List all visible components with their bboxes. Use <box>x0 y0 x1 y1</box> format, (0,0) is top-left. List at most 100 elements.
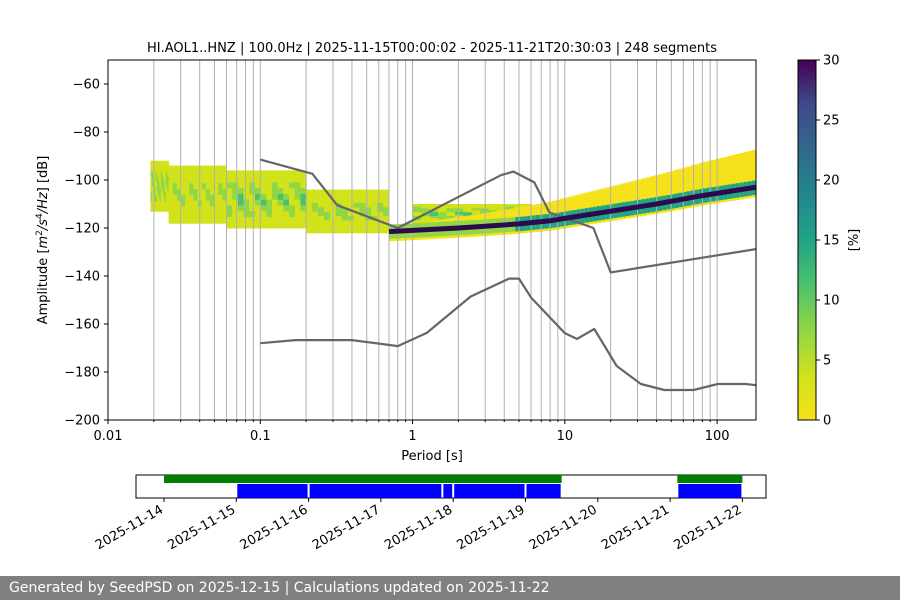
density-cell <box>283 170 290 177</box>
density-cell <box>633 180 639 218</box>
density-cell <box>163 170 166 177</box>
density-cell <box>201 171 207 178</box>
density-cell <box>151 160 154 167</box>
density-cell <box>166 180 168 187</box>
density-cell <box>289 204 296 212</box>
footer: Generated by SeedPSD on 2025-12-15 | Cal… <box>0 576 900 600</box>
density-cell <box>347 224 354 229</box>
density-cell <box>383 206 390 212</box>
density-cell <box>429 209 439 213</box>
density-cell <box>181 194 186 201</box>
density-cell <box>437 205 447 209</box>
density-cell <box>463 204 473 207</box>
density-cell <box>232 210 239 217</box>
density-cell <box>260 222 267 229</box>
density-cell <box>209 200 215 207</box>
density-cell <box>463 205 473 209</box>
density-cell <box>189 205 194 213</box>
density-cell <box>317 198 325 204</box>
y-tick-label: −100 <box>64 174 100 189</box>
density-cell <box>232 176 239 183</box>
density-cell <box>277 176 284 183</box>
density-cell <box>347 198 354 204</box>
density-cell <box>617 184 622 220</box>
density-cell <box>232 170 239 177</box>
density-cell <box>412 204 422 207</box>
density-cell <box>260 181 267 189</box>
x-tick-label: 100 <box>705 429 730 444</box>
density-cell <box>300 204 307 212</box>
density-cell <box>160 160 163 167</box>
density-cell <box>154 165 157 172</box>
density-cell <box>214 205 219 213</box>
density-cell <box>731 154 737 201</box>
density-cell <box>172 217 178 224</box>
density-cell <box>209 194 215 201</box>
density-cell <box>421 217 430 220</box>
density-cell <box>353 202 360 208</box>
density-cell <box>167 170 170 177</box>
density-cell <box>226 222 233 229</box>
density-cell <box>437 207 447 211</box>
density-cell <box>625 182 631 219</box>
density-cell <box>383 198 390 204</box>
density-cell <box>254 170 262 177</box>
density-cell <box>189 188 194 195</box>
density-cell <box>237 204 245 212</box>
x-tick-label: 0.1 <box>250 429 271 444</box>
density-cell <box>437 215 447 218</box>
y-tick-label: −60 <box>73 78 100 93</box>
density-cell <box>471 209 481 213</box>
density-cell <box>743 151 749 199</box>
density-cell <box>193 205 199 213</box>
density-cell <box>306 206 313 212</box>
density-cell <box>707 160 712 205</box>
density-cell <box>237 170 245 177</box>
density-cell <box>306 211 313 217</box>
y-tick-label: −200 <box>64 414 100 429</box>
density-cell <box>277 193 284 200</box>
density-cell <box>341 215 349 221</box>
density-cell <box>341 193 349 199</box>
density-cell <box>335 189 343 195</box>
density-cell <box>365 228 372 234</box>
density-cell <box>243 170 250 177</box>
density-cell <box>166 196 168 202</box>
density-cell <box>421 215 430 218</box>
density-cell <box>277 199 284 206</box>
density-cell <box>160 201 163 207</box>
density-cell <box>176 217 182 224</box>
density-cell <box>193 211 199 218</box>
density-cell <box>151 170 154 177</box>
density-cell <box>421 209 430 213</box>
density-cell <box>359 215 366 221</box>
density-cell <box>266 222 273 229</box>
density-cell <box>181 177 186 184</box>
density-cell <box>156 175 159 182</box>
density-cell <box>283 181 290 189</box>
density-cell <box>243 199 250 206</box>
density-cell <box>201 205 207 213</box>
density-cell <box>271 222 279 229</box>
timeline-date-label: 2025-11-22 <box>671 502 744 553</box>
density-cell <box>168 194 174 201</box>
density-cell <box>317 193 325 199</box>
density-cell <box>429 211 439 215</box>
density-cell <box>353 219 360 225</box>
density-cell <box>260 216 267 223</box>
density-cell <box>167 191 170 197</box>
density-cell <box>702 161 708 206</box>
density-cell <box>505 207 515 211</box>
density-cell <box>289 181 296 189</box>
density-cell <box>158 160 161 167</box>
density-cell <box>341 228 349 234</box>
density-cell <box>377 215 384 221</box>
model-curves <box>260 158 756 392</box>
density-cell <box>222 177 227 184</box>
density-cell <box>254 199 262 206</box>
density-cell <box>377 206 384 212</box>
density-cell <box>283 187 290 194</box>
density-cell <box>172 200 178 207</box>
density-cell <box>222 200 227 207</box>
density-cell <box>160 165 163 172</box>
